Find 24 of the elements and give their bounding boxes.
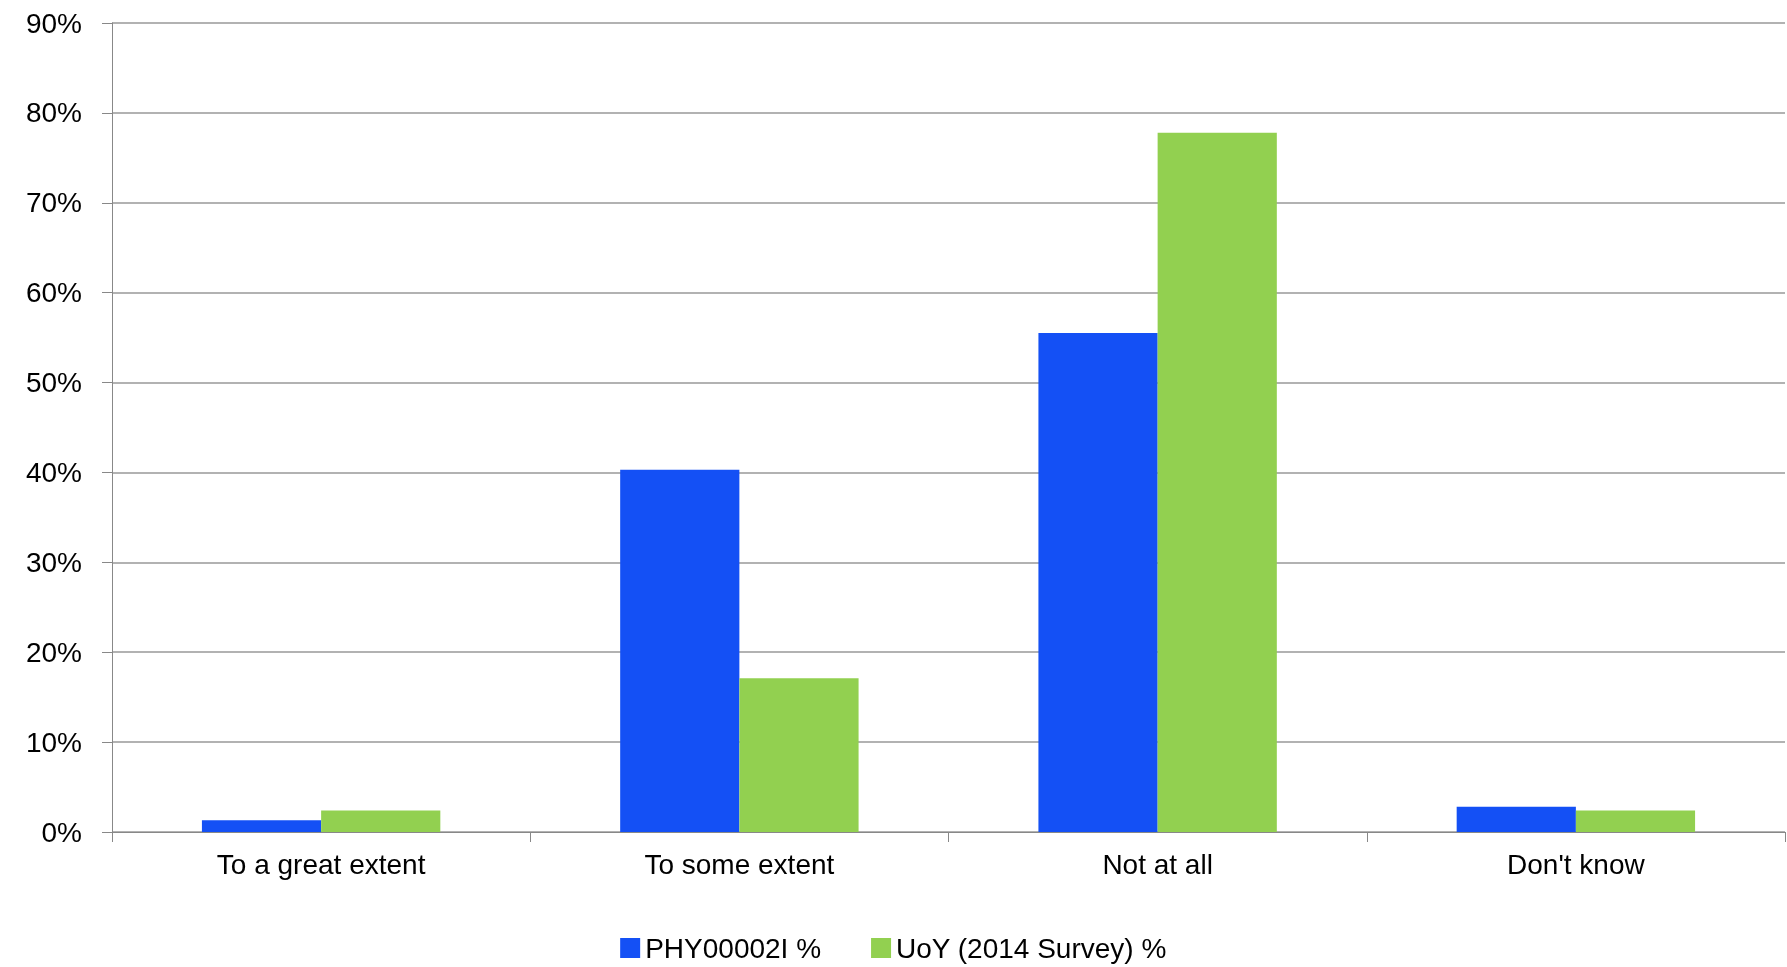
y-tick-label: 30%: [25, 546, 82, 578]
y-tick-label: 60%: [25, 277, 82, 309]
bar: [201, 820, 322, 832]
x-tick-label: Not at all: [1102, 848, 1213, 880]
y-tick-label: 0%: [41, 816, 82, 848]
legend-label: PHY00002I %: [645, 932, 822, 964]
x-tick-label: To some extent: [644, 848, 835, 880]
y-tick-label: 70%: [25, 187, 82, 219]
x-tick-label: Don't know: [1507, 848, 1646, 880]
y-tick-label: 10%: [25, 726, 82, 758]
y-tick-label: 90%: [25, 7, 82, 39]
bar: [1038, 333, 1158, 832]
bar: [1157, 132, 1277, 832]
bar: [739, 678, 859, 832]
x-tick-label: To a great extent: [216, 848, 426, 880]
y-tick-label: 40%: [25, 456, 82, 488]
bar: [321, 810, 441, 832]
y-tick-label: 20%: [25, 636, 82, 668]
legend-label: UoY (2014 Survey) %: [896, 932, 1167, 964]
bar: [1456, 806, 1576, 832]
bar: [1575, 810, 1696, 832]
bar: [620, 469, 740, 832]
y-tick-label: 50%: [25, 367, 82, 399]
y-tick-label: 80%: [25, 97, 82, 129]
